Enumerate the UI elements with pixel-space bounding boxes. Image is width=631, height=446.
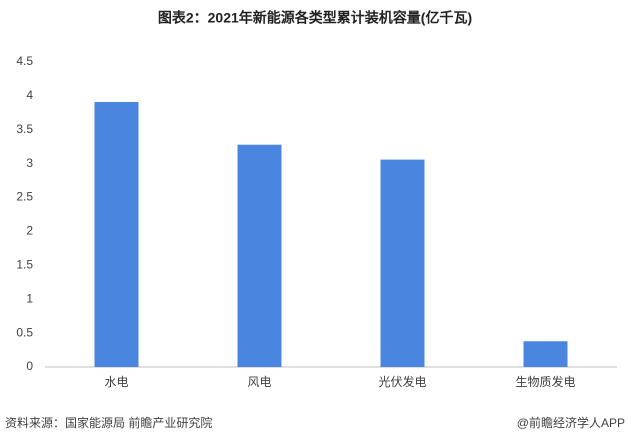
y-tick-label: 2: [26, 224, 33, 238]
y-tick-label: 4.5: [16, 54, 33, 68]
credit: @前瞻经济学人APP: [517, 415, 625, 430]
bar: [380, 159, 425, 367]
x-tick-label: 水电: [104, 375, 128, 389]
y-tick-label: 3.5: [16, 122, 33, 136]
x-tick-label: 生物质发电: [515, 374, 575, 389]
y-tick-label: 1: [26, 291, 33, 305]
y-tick-label: 3: [26, 156, 33, 170]
y-tick-label: 4: [26, 88, 33, 102]
x-tick-label: 风电: [247, 375, 271, 389]
source-note: 资料来源：国家能源局 前瞻产业研究院: [5, 415, 212, 430]
bar: [523, 341, 568, 367]
bar: [237, 144, 282, 367]
y-tick-label: 0: [26, 359, 33, 373]
chart-title: 图表2：2021年新能源各类型累计装机容量(亿千瓦): [158, 10, 472, 26]
bar: [94, 101, 139, 367]
x-tick-label: 光伏发电: [378, 374, 426, 389]
y-tick-label: 2.5: [16, 190, 33, 204]
y-tick-label: 0.5: [16, 325, 33, 339]
y-tick-label: 1.5: [16, 258, 33, 272]
